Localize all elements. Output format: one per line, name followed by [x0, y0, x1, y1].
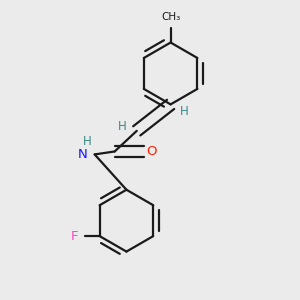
Text: F: F	[71, 230, 79, 243]
Text: H: H	[180, 105, 189, 118]
Text: N: N	[77, 148, 87, 161]
Text: H: H	[83, 135, 92, 148]
Text: O: O	[146, 145, 157, 158]
Text: CH₃: CH₃	[161, 12, 180, 22]
Text: H: H	[118, 120, 127, 133]
